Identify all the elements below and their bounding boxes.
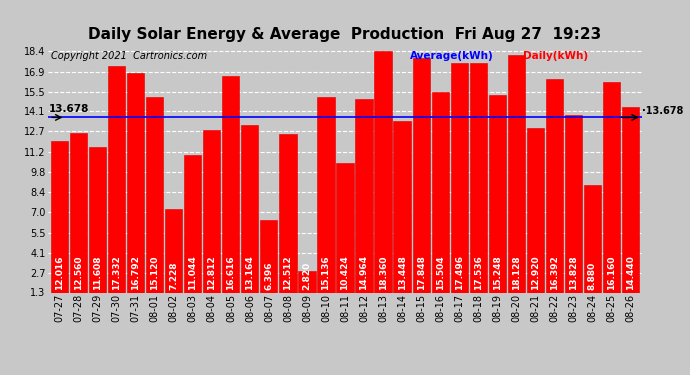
Text: 17.496: 17.496	[455, 255, 464, 290]
Text: 17.848: 17.848	[417, 255, 426, 290]
Text: ·13.678: ·13.678	[642, 106, 684, 116]
Bar	[470, 63, 486, 292]
Bar	[279, 134, 297, 292]
Bar	[489, 95, 506, 292]
Bar	[108, 66, 126, 292]
Bar	[413, 58, 430, 292]
Bar	[584, 185, 601, 292]
Bar	[337, 164, 353, 292]
Text: 16.160: 16.160	[607, 256, 615, 290]
Text: 17.536: 17.536	[473, 256, 482, 290]
Text: 13.828: 13.828	[569, 256, 578, 290]
Bar	[393, 121, 411, 292]
Bar	[622, 106, 639, 292]
Text: 13.164: 13.164	[246, 256, 255, 290]
Bar	[431, 92, 448, 292]
Text: 18.128: 18.128	[512, 256, 521, 290]
Bar	[146, 97, 164, 292]
Text: 15.504: 15.504	[435, 256, 444, 290]
Text: 7.228: 7.228	[169, 262, 178, 290]
Text: 12.812: 12.812	[208, 256, 217, 290]
Text: 15.136: 15.136	[322, 256, 331, 290]
Text: 15.120: 15.120	[150, 256, 159, 290]
Text: 13.448: 13.448	[397, 255, 406, 290]
Text: 12.920: 12.920	[531, 256, 540, 290]
Text: 11.608: 11.608	[93, 256, 102, 290]
Bar	[451, 63, 468, 292]
Bar	[166, 209, 182, 292]
Bar	[184, 155, 201, 292]
Text: 17.332: 17.332	[112, 256, 121, 290]
Bar	[375, 51, 392, 292]
Bar	[546, 79, 563, 292]
Text: 13.678: 13.678	[49, 104, 90, 114]
Bar	[260, 220, 277, 292]
Text: 14.964: 14.964	[359, 255, 368, 290]
Text: 11.044: 11.044	[188, 256, 197, 290]
Text: 15.248: 15.248	[493, 256, 502, 290]
Bar	[317, 97, 335, 292]
Bar	[127, 74, 144, 292]
Text: 16.392: 16.392	[550, 256, 559, 290]
Text: 2.820: 2.820	[302, 262, 311, 290]
Bar	[508, 54, 524, 292]
Bar	[355, 99, 373, 292]
Bar	[70, 133, 88, 292]
Text: 12.560: 12.560	[75, 256, 83, 290]
Text: Copyright 2021  Cartronics.com: Copyright 2021 Cartronics.com	[51, 51, 208, 61]
Bar	[526, 128, 544, 292]
Bar	[564, 116, 582, 292]
Bar	[51, 141, 68, 292]
Bar	[602, 82, 620, 292]
Title: Daily Solar Energy & Average  Production  Fri Aug 27  19:23: Daily Solar Energy & Average Production …	[88, 27, 602, 42]
Text: 8.880: 8.880	[588, 262, 597, 290]
Bar	[298, 271, 315, 292]
Bar	[89, 147, 106, 292]
Text: 12.512: 12.512	[284, 256, 293, 290]
Text: Average(kWh): Average(kWh)	[411, 51, 494, 61]
Text: 10.424: 10.424	[340, 256, 350, 290]
Text: 16.792: 16.792	[131, 255, 140, 290]
Text: 18.360: 18.360	[379, 256, 388, 290]
Text: 12.016: 12.016	[55, 256, 64, 290]
Text: 6.396: 6.396	[264, 262, 273, 290]
Bar	[241, 125, 259, 292]
Text: 16.616: 16.616	[226, 256, 235, 290]
Bar	[204, 130, 220, 292]
Text: 14.440: 14.440	[626, 255, 635, 290]
Text: Daily(kWh): Daily(kWh)	[523, 51, 588, 61]
Bar	[222, 76, 239, 292]
